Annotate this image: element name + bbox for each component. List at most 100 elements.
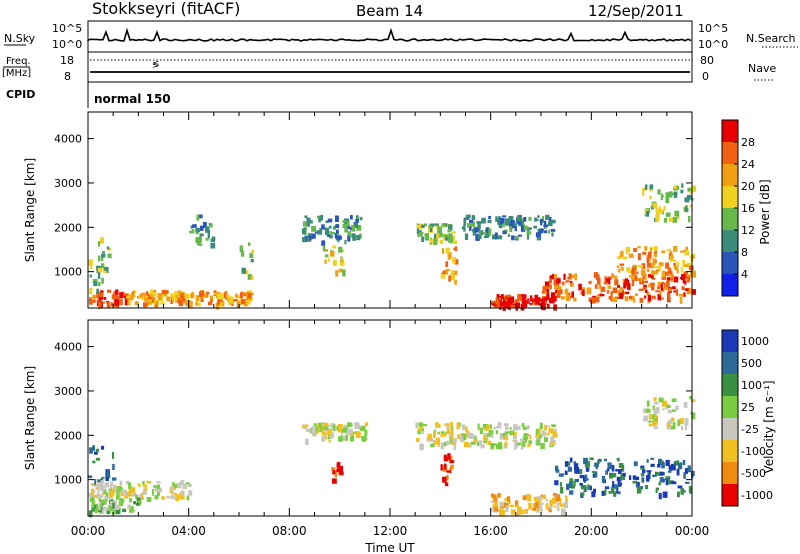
data-cell xyxy=(689,396,693,400)
data-cell xyxy=(550,219,556,224)
data-cell xyxy=(505,423,509,431)
data-cell xyxy=(681,425,684,431)
data-cell xyxy=(684,424,687,431)
data-cell xyxy=(492,443,496,446)
data-cell xyxy=(513,436,517,439)
data-cell xyxy=(665,459,670,466)
data-cell xyxy=(490,493,495,498)
data-cell xyxy=(311,226,317,232)
data-cell xyxy=(690,255,695,259)
data-cell xyxy=(560,503,565,507)
data-cell xyxy=(101,476,105,479)
data-cell xyxy=(564,288,569,295)
data-cell xyxy=(145,295,148,298)
data-cell xyxy=(347,422,352,428)
data-cell xyxy=(618,463,624,468)
data-cell xyxy=(91,483,95,486)
data-cell xyxy=(677,419,681,426)
data-cell xyxy=(540,443,545,450)
data-cell xyxy=(102,301,106,304)
data-cell xyxy=(514,500,519,507)
data-cell xyxy=(594,284,598,289)
data-cell xyxy=(535,430,539,437)
data-cell xyxy=(170,293,174,299)
data-cell xyxy=(585,467,590,472)
data-cell xyxy=(660,297,664,301)
data-cell xyxy=(137,483,141,487)
data-cell xyxy=(616,265,620,268)
data-cell xyxy=(229,296,233,304)
data-cell xyxy=(175,494,180,502)
data-cell xyxy=(146,497,152,502)
data-cell xyxy=(339,261,345,266)
power-colorbar: 4 8 12 16 20 24 28 xyxy=(721,119,755,297)
data-cell xyxy=(637,277,642,281)
data-cell xyxy=(502,223,506,228)
colorbar-swatch xyxy=(722,164,738,187)
data-cell xyxy=(640,473,644,476)
data-cell xyxy=(359,233,362,239)
data-cell xyxy=(137,500,142,505)
colorbar-tick-label: 1000 xyxy=(741,335,769,348)
data-cell xyxy=(190,293,195,299)
data-cell xyxy=(528,216,532,221)
data-cell xyxy=(691,412,696,420)
data-cell xyxy=(603,458,607,462)
data-cell xyxy=(94,494,99,499)
data-cell xyxy=(502,230,507,235)
data-cell xyxy=(661,250,666,254)
data-cell xyxy=(631,273,637,278)
y-tick-label: 1000 xyxy=(54,266,82,279)
data-cell xyxy=(513,424,518,431)
data-cell xyxy=(332,478,337,484)
data-cell xyxy=(639,486,643,490)
data-cell xyxy=(667,470,672,473)
data-cell xyxy=(546,294,550,300)
data-cell xyxy=(445,268,449,275)
data-cell xyxy=(573,464,579,471)
data-cell xyxy=(514,439,517,447)
data-cell xyxy=(515,426,521,430)
data-cell xyxy=(421,431,424,434)
colorbar-tick-label: -500 xyxy=(741,467,766,480)
data-cell xyxy=(666,272,670,276)
data-cell xyxy=(308,235,312,241)
data-cell xyxy=(680,267,683,273)
data-cell xyxy=(549,275,553,279)
data-cell xyxy=(347,220,350,226)
data-cell xyxy=(587,484,590,491)
data-cell xyxy=(582,289,585,297)
data-cell xyxy=(324,259,327,264)
data-cell xyxy=(539,228,544,232)
data-cell xyxy=(449,422,454,426)
data-cell xyxy=(96,288,99,295)
data-cell xyxy=(248,273,252,279)
data-cell xyxy=(307,219,312,223)
data-cell xyxy=(496,294,500,299)
data-cell xyxy=(474,227,480,233)
data-cell xyxy=(311,426,316,434)
data-cell xyxy=(628,253,634,258)
data-cell xyxy=(671,409,676,412)
data-cell xyxy=(653,408,659,414)
data-cell xyxy=(450,433,454,440)
data-cell xyxy=(180,490,185,497)
data-cell xyxy=(514,443,517,450)
noise-right-label: N.Search xyxy=(746,32,796,45)
data-cell xyxy=(502,215,507,218)
data-cell xyxy=(154,291,157,298)
data-cell xyxy=(352,431,357,434)
data-cell xyxy=(239,295,242,303)
data-cell xyxy=(244,270,249,275)
cpid-value: normal 150 xyxy=(94,92,171,106)
data-cell xyxy=(517,509,520,516)
data-cell xyxy=(514,225,517,232)
data-cell xyxy=(144,488,147,495)
data-cell xyxy=(550,436,554,443)
data-cell xyxy=(641,477,645,483)
data-cell xyxy=(327,218,333,223)
data-cell xyxy=(509,504,515,508)
data-cell xyxy=(657,282,662,288)
data-cell xyxy=(427,433,433,441)
x-tick-label: 04:00 xyxy=(171,524,206,538)
